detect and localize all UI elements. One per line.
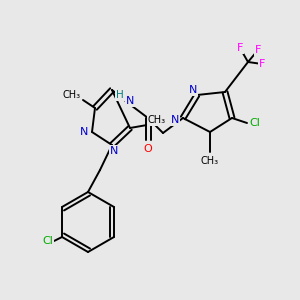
Text: F: F (255, 45, 261, 55)
Text: N: N (189, 85, 197, 95)
Text: CH₃: CH₃ (201, 156, 219, 166)
Text: CH₃: CH₃ (148, 115, 166, 125)
Text: N: N (126, 96, 134, 106)
Text: O: O (144, 144, 152, 154)
Text: N: N (110, 146, 118, 156)
Text: F: F (237, 43, 243, 53)
Text: F: F (259, 59, 265, 69)
Text: N: N (80, 127, 88, 137)
Text: N: N (171, 115, 179, 125)
Text: Cl: Cl (43, 236, 53, 246)
Text: H: H (116, 90, 124, 100)
Text: CH₃: CH₃ (63, 90, 81, 100)
Text: Cl: Cl (250, 118, 260, 128)
